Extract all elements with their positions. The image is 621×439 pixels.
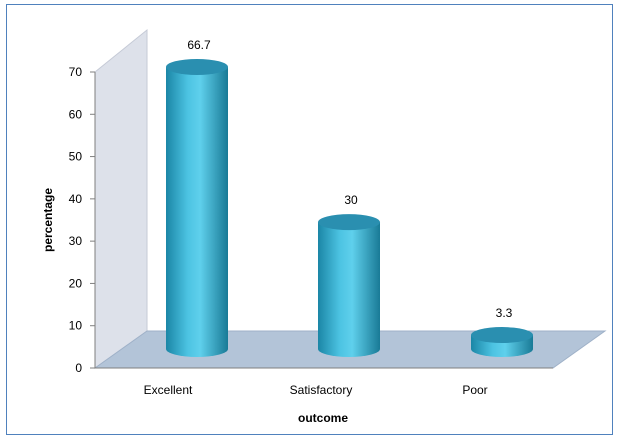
y-tick-label: 10 — [69, 319, 83, 333]
y-tick-label: 60 — [69, 107, 83, 121]
category-label: Satisfactory — [290, 383, 353, 397]
data-label: 30 — [344, 193, 358, 207]
data-label: 3.3 — [496, 306, 513, 320]
category-labels: Excellent Satisfactory Poor — [144, 383, 488, 397]
bar-top — [318, 214, 380, 231]
y-axis-title: percentage — [41, 188, 55, 252]
bars-group: 66.7 30 3.3 — [166, 38, 533, 357]
bar-poor — [471, 327, 533, 357]
bar-satisfactory — [318, 214, 380, 357]
bar-body — [318, 222, 380, 357]
bar-top — [166, 58, 228, 75]
y-tick-label: 0 — [75, 361, 82, 375]
y-tick-label: 40 — [69, 192, 83, 206]
bar-top — [471, 327, 533, 344]
bar-excellent — [166, 58, 228, 357]
category-label: Excellent — [144, 383, 193, 397]
y-axis-ticks: 0 10 20 30 40 50 60 70 — [69, 65, 95, 375]
y-tick-label: 20 — [69, 276, 83, 290]
bar-body — [166, 66, 228, 357]
y-tick-label: 30 — [69, 234, 83, 248]
x-axis-title: outcome — [298, 411, 348, 425]
y-tick-label: 50 — [69, 150, 83, 164]
category-label: Poor — [462, 383, 487, 397]
y-tick-label: 70 — [69, 65, 83, 79]
chart-back-wall — [94, 28, 148, 369]
data-label: 66.7 — [187, 38, 211, 52]
